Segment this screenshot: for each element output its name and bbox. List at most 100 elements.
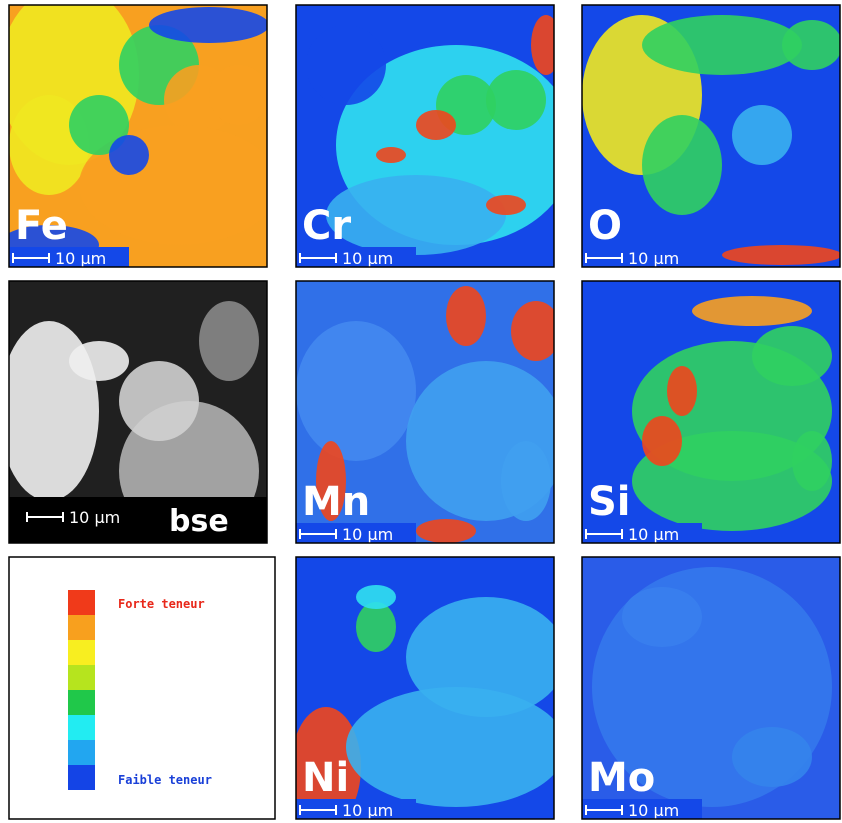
scale-label: 10 μm: [342, 525, 393, 544]
map-region: [356, 602, 396, 652]
map-region: [416, 110, 456, 140]
map-region: [9, 95, 89, 195]
map-region: [722, 245, 840, 265]
map-image: 10 μm O: [582, 5, 840, 268]
legend-high: Forte teneur: [118, 597, 205, 611]
map-region: [69, 341, 129, 381]
map-region: [511, 301, 554, 361]
legend-swatch: [68, 765, 95, 790]
legend-swatch: [68, 690, 95, 715]
map-region: [199, 301, 259, 381]
panel-frame: [295, 4, 555, 268]
map-panel: 10 μm O: [581, 4, 841, 268]
scale-strip: [582, 247, 702, 267]
panel-label: Mn: [302, 479, 370, 525]
scale-bar: [12, 253, 50, 263]
scale-bar: [585, 805, 623, 815]
map-region: [692, 296, 812, 326]
panel-frame: [295, 556, 555, 820]
scale-strip: [296, 247, 416, 267]
panel-frame: [581, 556, 841, 820]
scale-label: 10 μm: [342, 801, 393, 820]
scale-bar: [299, 805, 337, 815]
map-panel: 10 μm bse: [8, 280, 268, 544]
legend-frame: [8, 556, 276, 820]
map-region: [732, 727, 812, 787]
legend-panel: Forte teneur Faible teneur: [8, 556, 276, 820]
map-region: [531, 15, 554, 75]
map-region: [486, 195, 526, 215]
scale-bar: [585, 253, 623, 263]
legend-swatch: [68, 740, 95, 765]
map-region: [376, 147, 406, 163]
map-region: [752, 326, 832, 386]
map-region: [501, 441, 551, 521]
scale-strip: [296, 523, 416, 543]
map-region: [316, 441, 346, 521]
panel-label: Fe: [15, 203, 68, 249]
panel-frame: [581, 4, 841, 268]
scale-bar: [299, 253, 337, 263]
panel-label: Cr: [302, 203, 351, 249]
map-region: [622, 587, 702, 647]
panel-frame: [295, 280, 555, 544]
panel-label: bse: [169, 504, 229, 539]
map-region: [69, 95, 129, 155]
map-region: [667, 366, 697, 416]
map-region: [642, 15, 802, 75]
legend-swatch: [68, 640, 95, 665]
bse-strip: [9, 497, 267, 543]
map-region: [792, 431, 832, 491]
scale-strip: [296, 799, 416, 819]
legend-swatch: [68, 590, 95, 615]
legend-swatch: [68, 615, 95, 640]
legend-low: Faible teneur: [118, 773, 212, 787]
map-region: [209, 65, 267, 125]
map-region: [642, 416, 682, 466]
map-region: [346, 687, 554, 807]
scale-label: 10 μm: [628, 801, 679, 820]
map-region: [356, 585, 396, 609]
map-region: [326, 175, 506, 255]
map-region: [406, 597, 554, 717]
map-region: [782, 20, 840, 70]
panel-frame: [581, 280, 841, 544]
scale-strip: [582, 799, 702, 819]
legend-swatch: [68, 715, 95, 740]
map-region: [109, 135, 149, 175]
scale-bar: [26, 512, 64, 522]
scale-label: 10 μm: [55, 249, 106, 268]
map-region: [119, 361, 199, 441]
map-region: [149, 7, 267, 43]
scale-strip: [9, 247, 129, 267]
map-region: [306, 25, 386, 105]
map-region: [296, 321, 416, 461]
map-region: [446, 286, 486, 346]
panel-label: Mo: [588, 755, 655, 801]
panel-label: Si: [588, 479, 631, 525]
panel-label: Ni: [302, 755, 349, 801]
scale-label: 10 μm: [69, 508, 120, 527]
map-region: [632, 431, 832, 531]
map-region: [416, 519, 476, 543]
panel-frame: [8, 280, 268, 544]
scale-bar: [299, 529, 337, 539]
scale-label: 10 μm: [628, 249, 679, 268]
map-region: [296, 707, 361, 819]
panel-frame: [8, 4, 268, 268]
map-region: [642, 115, 722, 215]
